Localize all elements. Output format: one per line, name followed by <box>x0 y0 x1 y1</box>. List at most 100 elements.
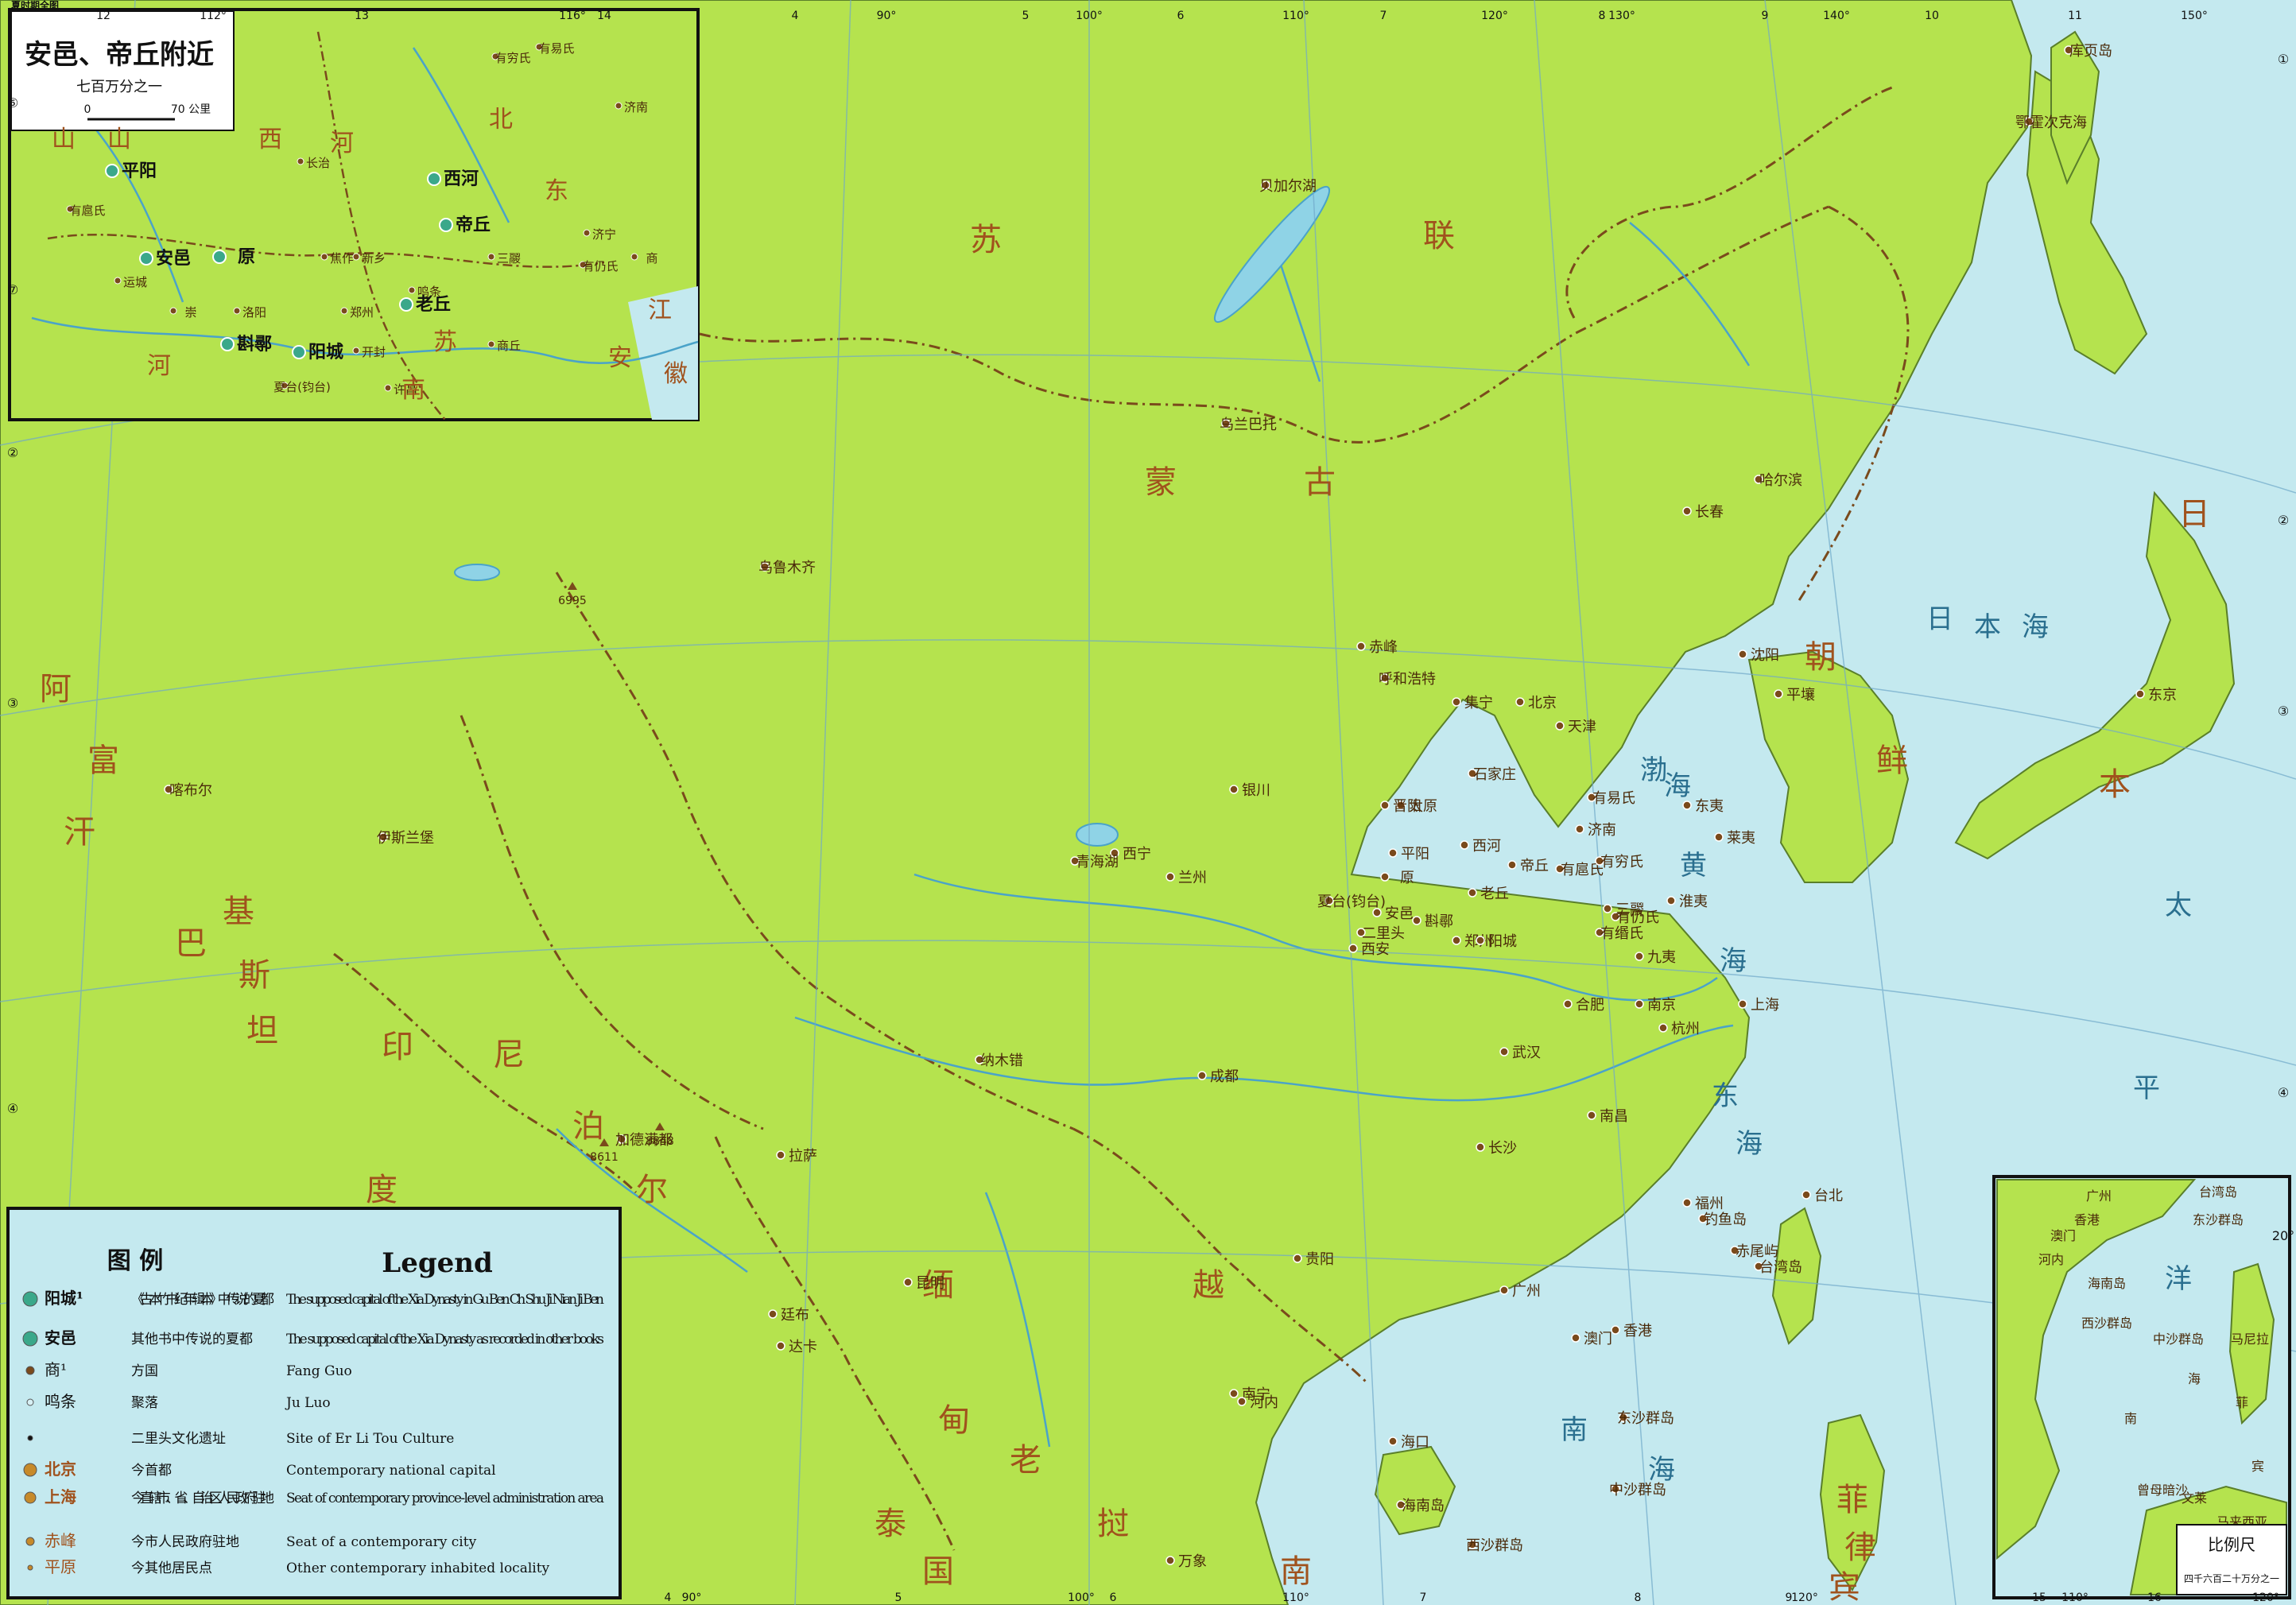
feature-marker <box>1356 928 1366 937</box>
feature-marker <box>1356 642 1366 651</box>
inset-city-label: 许昌 <box>394 382 417 397</box>
feature-marker <box>1611 912 1620 921</box>
map-header-title: 夏时期全图 <box>11 0 59 11</box>
inset-city-label: 商丘 <box>497 339 521 353</box>
frame-top-tick: 150° <box>2181 10 2208 22</box>
frame-bottom-tick: 7 <box>1420 1591 1427 1604</box>
frame-top-tick: 8 <box>1599 10 1606 22</box>
feature-label: 南昌 <box>1600 1108 1628 1125</box>
feature-marker <box>1611 1484 1620 1494</box>
legend-sample-capital2: 安邑 <box>45 1328 76 1347</box>
feature-label: 福州 <box>1695 1196 1724 1212</box>
feature-label: 有缗氏 <box>1600 925 1643 942</box>
inset-bottom: 广州 台湾岛东沙群岛香港澳门河内海南岛西沙群岛中沙群岛南海马尼拉曾母暗沙菲宾文莱马… <box>1992 1175 2291 1599</box>
feature-marker <box>1324 896 1334 905</box>
feature-label: 廷布 <box>781 1307 809 1324</box>
legend-rows: 阳城¹ 《古本竹书纪年辑本》中传说的夏都 The supposed capital … <box>22 1289 604 1576</box>
feature-label: 中沙群岛 <box>1609 1482 1666 1498</box>
lake-baikal <box>1213 185 1331 324</box>
feature-label: 赤峰 <box>1369 639 1398 656</box>
land-hainan <box>1374 1445 1456 1536</box>
legend-en-city: Seat of a contemporary city <box>286 1534 477 1550</box>
legend-sample-fang: 商¹ <box>45 1360 67 1379</box>
feature-marker <box>1221 419 1231 428</box>
frame-bottom-tick: 90° <box>682 1591 702 1604</box>
inset-city-label: 原 <box>238 247 255 267</box>
frame-bottom-tick: 8 <box>1635 1591 1642 1604</box>
inset-top-scale-value: 70 公里 <box>171 103 211 116</box>
legend-en-fang: Fang Guo <box>286 1363 352 1379</box>
legend-en-capital1: The supposed capital of the Xia Dynasty … <box>286 1292 604 1308</box>
main-peak-layer: 6995 8848 8611 <box>558 582 674 1164</box>
frame-bottom-tick: 9 <box>1786 1591 1793 1604</box>
feature-label: 二里头 <box>1362 925 1405 942</box>
legend-title-en: Legend <box>382 1247 492 1279</box>
inset-city-label: 洛阳 <box>242 305 266 320</box>
inset-region-label: 南 <box>401 376 425 404</box>
frame-top-tick: 5 <box>1022 10 1030 22</box>
country-label: 挝 <box>1097 1506 1129 1542</box>
feature-marker <box>1388 1436 1398 1446</box>
inset-city-marker <box>66 205 74 213</box>
legend-sample-national: 北京 <box>45 1460 76 1479</box>
feature-label: 原 <box>1400 870 1414 886</box>
legend-cn-locality: 今其他居民点 <box>131 1560 212 1576</box>
feature-label: 集宁 <box>1464 695 1493 711</box>
inset-bottom-scale-box <box>2176 1524 2287 1595</box>
feature-label: 平阳 <box>1401 846 1429 863</box>
feature-label: 鄂霍次克海 <box>2015 114 2087 131</box>
feature-label: 兰州 <box>1178 870 1207 886</box>
feature-marker <box>1682 506 1692 516</box>
feature-label: 莱夷 <box>1727 830 1755 847</box>
country-label: 国 <box>922 1553 954 1590</box>
feature-marker <box>1595 856 1604 866</box>
frame-right-tick: ① <box>2278 52 2289 67</box>
sea-label: 海 <box>2022 611 2049 643</box>
inset-city-label: 商 <box>646 251 657 266</box>
country-label: 斯 <box>239 957 270 994</box>
inset-bottom-scale-text: 四千六百二十万分之一 <box>2184 1573 2279 1584</box>
feature-label: 九夷 <box>1647 949 1676 966</box>
inset-city-label: 斟鄩 <box>237 334 272 355</box>
country-label: 南 <box>1280 1553 1312 1590</box>
inset-top-scale-zero: 0 <box>84 103 91 116</box>
inset-city-label: 平阳 <box>122 161 157 181</box>
inset-city-marker <box>439 218 453 232</box>
feature-label: 伊斯兰堡 <box>377 830 434 847</box>
inset-city-marker <box>169 307 177 315</box>
country-label: 汗 <box>64 814 95 851</box>
country-label: 本 <box>2099 766 2131 803</box>
inset-region-label: 徽 <box>664 360 688 388</box>
legend-sample-juluo: 鸣条 <box>45 1392 76 1411</box>
legend-cn-juluo: 聚落 <box>131 1395 158 1411</box>
country-label: 基 <box>223 894 254 930</box>
feature-marker <box>1575 824 1584 834</box>
feature-label: 合肥 <box>1576 997 1604 1014</box>
inset-city-label: 三鬷 <box>497 251 521 266</box>
inset-city-marker <box>320 253 328 261</box>
inset-bottom-label: 澳门 <box>2050 1228 2076 1243</box>
feature-marker <box>1611 1325 1620 1335</box>
feature-label: 昆明 <box>916 1275 944 1292</box>
legend-symbol-juluo <box>26 1398 34 1406</box>
feature-marker <box>1388 848 1398 858</box>
sea-label: 洋 <box>2165 1263 2192 1295</box>
feature-label: 三鬷 <box>1615 901 1644 918</box>
inset-city-label: 安邑 <box>156 248 191 269</box>
feature-label: 成都 <box>1210 1068 1239 1085</box>
feature-label: 西沙群岛 <box>1466 1537 1523 1554</box>
feature-label: 安邑 <box>1385 905 1414 922</box>
feature-marker <box>1515 697 1525 707</box>
frame-right-tick: 20° <box>2272 1228 2294 1243</box>
sea-label: 海 <box>1736 1128 1763 1160</box>
inset-bottom-label: 广州 <box>2086 1188 2112 1204</box>
feature-label: 呼和浩特 <box>1379 671 1436 688</box>
inset-city-label: 有穷氏 <box>494 51 530 65</box>
inset-city-marker <box>212 250 227 264</box>
feature-marker <box>1261 180 1270 190</box>
legend-en-juluo: Ju Luo <box>285 1395 331 1411</box>
inset-city-label: 新乡 <box>362 251 386 266</box>
feature-label: 赤尾屿 <box>1736 1243 1778 1260</box>
feature-label: 乌兰巴托 <box>1220 417 1277 433</box>
legend: 图 例 Legend 阳城¹ 《古本竹书纪年辑本》中传说的夏都 The suppos… <box>6 1207 622 1599</box>
